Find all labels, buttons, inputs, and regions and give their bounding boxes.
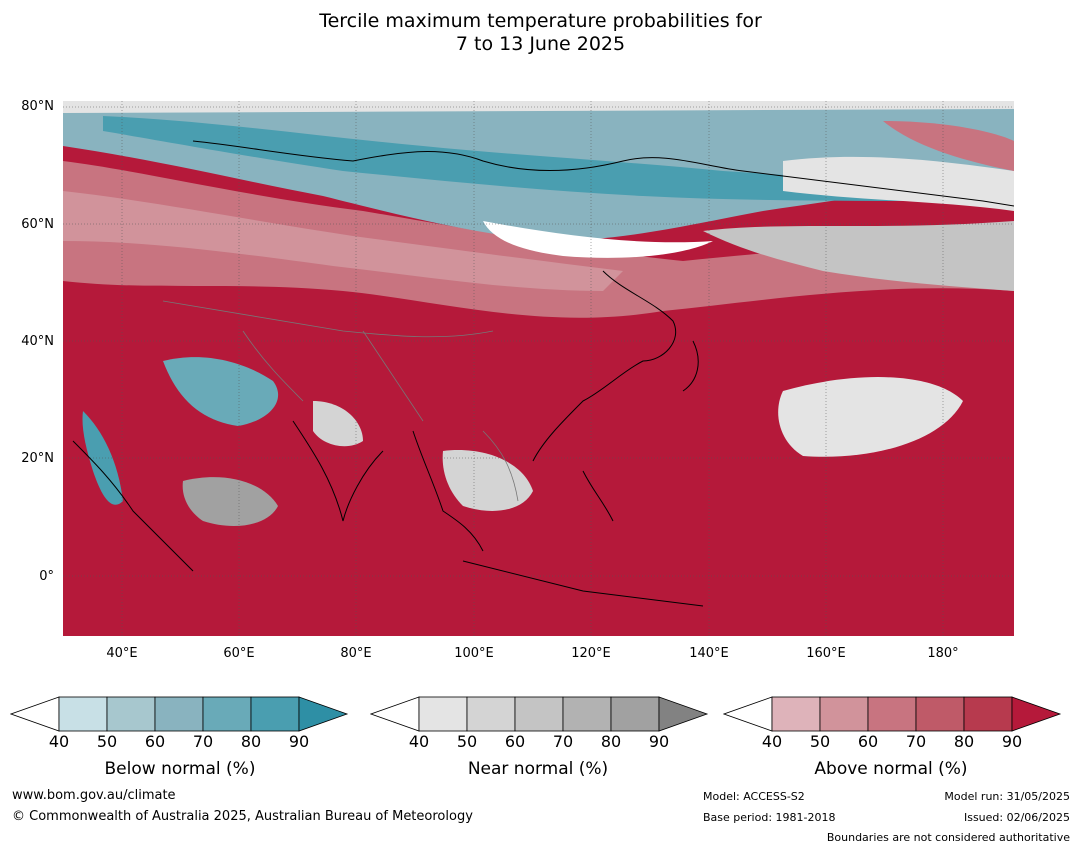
- colorbar-near-tick: 70: [552, 732, 574, 751]
- colorbar-below-tick: 70: [192, 732, 214, 751]
- colorbar-above-tick: 70: [905, 732, 927, 751]
- lat-label-60n: 60°N: [21, 217, 54, 232]
- colorbar-near-high-extend: [658, 696, 709, 732]
- colorbar-label-above: Above normal (%): [814, 759, 968, 779]
- colorbar-above-segment: [819, 696, 869, 732]
- lon-label-40e: 40°E: [106, 646, 138, 661]
- colorbar-above-tick: 90: [1001, 732, 1023, 751]
- colorbar-near-tick: 80: [600, 732, 622, 751]
- colorbar-above-segment: [915, 696, 965, 732]
- colorbar-below-tick: 80: [240, 732, 262, 751]
- footer-issued: Issued: 02/06/2025: [963, 811, 1070, 824]
- map-canvas: [63, 101, 1014, 636]
- colorbar-above-segment: [963, 696, 1013, 732]
- country-borders: [162, 300, 519, 502]
- colorbar-below-high-extend: [298, 696, 349, 732]
- near-normal-pacific: [778, 377, 963, 457]
- colorbar-near-tick: 40: [408, 732, 430, 751]
- title-line-1: Tercile maximum temperature probabilitie…: [319, 10, 762, 32]
- colorbar-above-low-extend: [723, 696, 773, 732]
- lat-label-80n: 80°N: [21, 99, 54, 114]
- colorbar-near-segment: [418, 696, 468, 732]
- colorbar-above-high-extend: [1011, 696, 1062, 732]
- colorbar-near-normal: [370, 696, 709, 732]
- colorbar-near-segment: [562, 696, 612, 732]
- colorbar-near-tick: 90: [648, 732, 670, 751]
- colorbar-near-low-extend: [370, 696, 420, 732]
- lon-label-120e: 120°E: [571, 646, 611, 661]
- lon-label-60e: 60°E: [223, 646, 255, 661]
- colorbar-below-normal: [10, 696, 349, 732]
- white-band: [483, 221, 713, 258]
- footer-model-run: Model run: 31/05/2025: [944, 790, 1070, 803]
- colorbar-near-segment: [466, 696, 516, 732]
- colorbar-near-tick: 50: [456, 732, 478, 751]
- colorbar-below-segment: [106, 696, 156, 732]
- colorbar-below-tick: 60: [144, 732, 166, 751]
- lon-label-100e: 100°E: [454, 646, 494, 661]
- near-normal-indochina: [442, 450, 533, 511]
- colorbar-above-tick: 80: [953, 732, 975, 751]
- colorbar-above-segment: [867, 696, 917, 732]
- colorbar-above-segment: [771, 696, 821, 732]
- ne-asia-near-normal: [703, 221, 1014, 291]
- near-normal-pakistan: [313, 401, 363, 447]
- colorbar-below-segment: [154, 696, 204, 732]
- colorbar-above-tick: 40: [761, 732, 783, 751]
- coastlines: [72, 140, 1014, 607]
- colorbar-above-tick: 50: [809, 732, 831, 751]
- colorbar-label-below: Below normal (%): [104, 759, 256, 779]
- chukotka-above: [883, 121, 1014, 171]
- lon-label-180: 180°: [927, 646, 959, 661]
- colorbar-above-normal: [723, 696, 1062, 732]
- lon-label-80e: 80°E: [340, 646, 372, 661]
- colorbar-below-tick: 40: [48, 732, 70, 751]
- title-line-2: 7 to 13 June 2025: [455, 33, 626, 55]
- colorbar-above-tick: 60: [857, 732, 879, 751]
- below-normal-north-core: [103, 116, 963, 201]
- colorbar-near-segment: [610, 696, 660, 732]
- probability-map: [63, 101, 1014, 636]
- lon-label-140e: 140°E: [689, 646, 729, 661]
- arctic-near-normal: [63, 101, 1014, 113]
- colorbar-below-segment: [202, 696, 252, 732]
- lon-label-160e: 160°E: [806, 646, 846, 661]
- footer-url[interactable]: www.bom.gov.au/climate: [12, 788, 176, 803]
- colorbar-label-near: Near normal (%): [467, 759, 609, 779]
- colorbar-near-tick: 60: [504, 732, 526, 751]
- footer-disclaimer: Boundaries are not considered authoritat…: [826, 831, 1070, 844]
- map-title: Tercile maximum temperature probabilitie…: [0, 10, 1081, 56]
- colorbar-below-tick: 50: [96, 732, 118, 751]
- lat-label-0: 0°: [39, 569, 54, 584]
- lat-label-20n: 20°N: [21, 451, 54, 466]
- colorbar-near-segment: [514, 696, 564, 732]
- footer-model: Model: ACCESS-S2: [703, 790, 805, 803]
- near-normal-somalia: [182, 477, 278, 526]
- footer-copyright: © Commonwealth of Australia 2025, Austra…: [12, 809, 473, 824]
- above-normal-belt-70: [63, 161, 1014, 318]
- lat-label-40n: 40°N: [21, 334, 54, 349]
- footer-base-period: Base period: 1981-2018: [703, 811, 836, 824]
- graticule: [63, 101, 1014, 636]
- colorbar-below-tick: 90: [288, 732, 310, 751]
- below-normal-iran: [163, 357, 279, 426]
- colorbar-below-segment: [58, 696, 108, 732]
- colorbar-below-segment: [250, 696, 300, 732]
- above-normal-belt-50: [63, 191, 623, 291]
- colorbar-below-low-extend: [10, 696, 60, 732]
